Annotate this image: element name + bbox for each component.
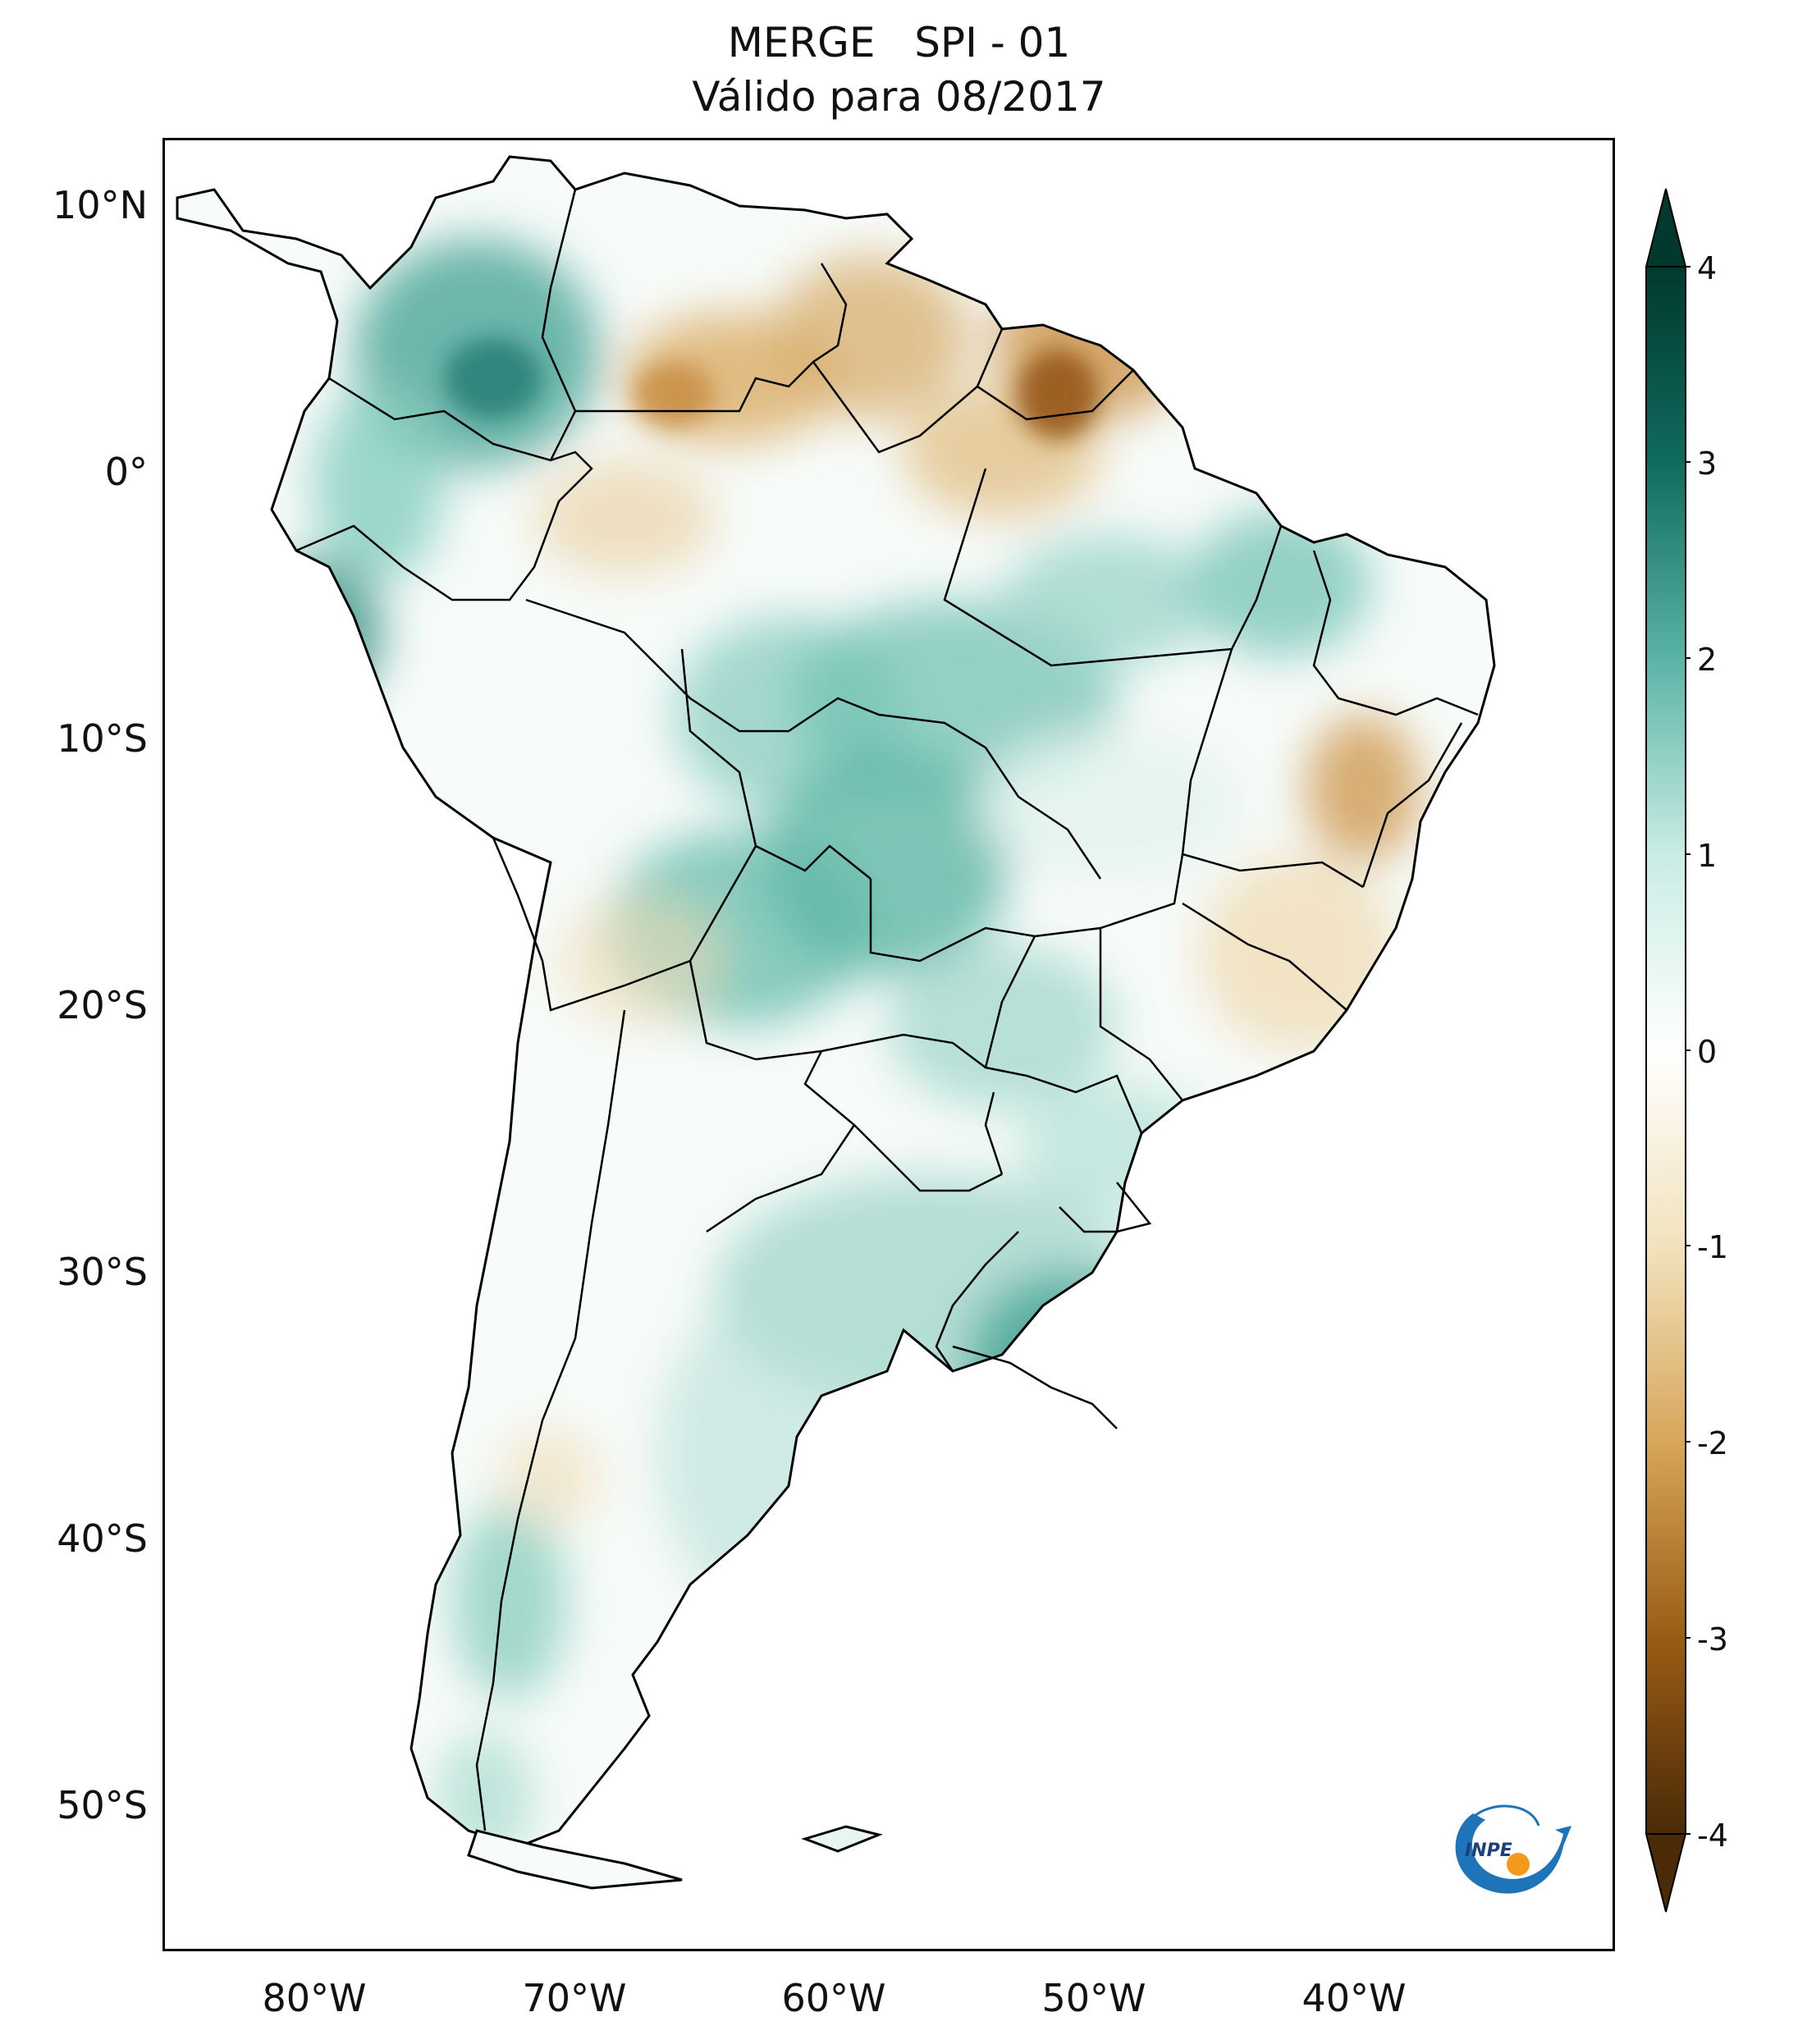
colorbar-tick: -2 <box>1697 1425 1728 1461</box>
lat-label-10n: 10°N <box>53 183 148 227</box>
lat-label-0: 0° <box>104 450 148 494</box>
colorbar-tick: 4 <box>1697 250 1718 286</box>
falkland-islands <box>801 1825 883 1853</box>
inpe-logo-text: INPE <box>1465 1841 1512 1861</box>
lat-label-30s: 30°S <box>57 1250 148 1294</box>
colorbar-min-extend <box>1645 1833 1687 1913</box>
lat-label-20s: 20°S <box>57 983 148 1027</box>
inpe-logo: INPE <box>1455 1804 1572 1894</box>
colorbar-tick: 0 <box>1697 1034 1718 1070</box>
lat-label-10s: 10°S <box>57 716 148 761</box>
colorbar-tick: -3 <box>1697 1621 1728 1658</box>
map-panel <box>162 138 1615 1951</box>
lat-label-40s: 40°S <box>57 1516 148 1561</box>
map-subtitle: Válido para 08/2017 <box>692 73 1106 121</box>
colorbar-tick: 1 <box>1697 838 1718 874</box>
colorbar-tick: 2 <box>1697 642 1718 678</box>
lon-label-40w: 40°W <box>1302 1976 1407 2020</box>
colorbar-max-extend <box>1645 188 1687 268</box>
colorbar-tick: 3 <box>1697 446 1718 482</box>
colorbar-tick: -4 <box>1697 1818 1728 1854</box>
lon-label-50w: 50°W <box>1041 1976 1146 2020</box>
lon-label-60w: 60°W <box>781 1976 886 2020</box>
lon-label-70w: 70°W <box>522 1976 627 2020</box>
colorbar <box>1645 188 1690 1913</box>
lon-label-80w: 80°W <box>262 1976 367 2020</box>
colorbar-tick: -1 <box>1697 1229 1728 1265</box>
colorbar-gradient <box>1645 266 1686 1835</box>
lat-label-50s: 50°S <box>57 1783 148 1827</box>
borders <box>295 189 1479 1831</box>
map-title: MERGE SPI - 01 <box>727 19 1071 66</box>
tierra-del-fuego <box>467 1829 683 1890</box>
south-america-map <box>176 155 1496 1890</box>
